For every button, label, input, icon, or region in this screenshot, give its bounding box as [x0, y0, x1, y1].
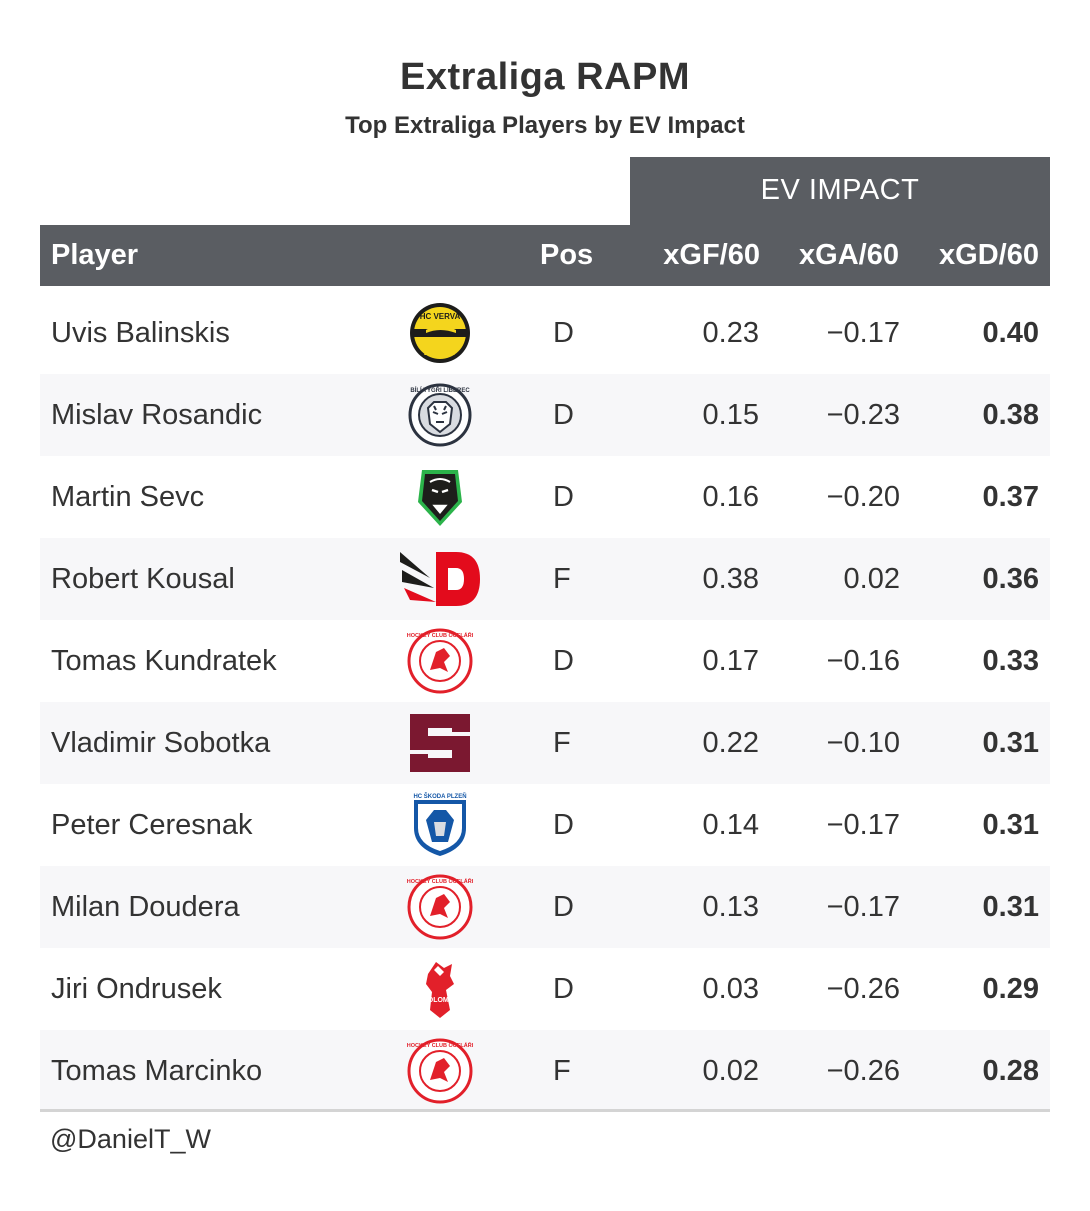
xgf-value: 0.38 — [702, 563, 759, 595]
xga-value: −0.26 — [826, 973, 900, 1005]
player-table: Uvis Balinskis HC VERVA LITVÍNOV D 0.23 … — [40, 292, 1050, 1112]
xgf-value: 0.14 — [702, 809, 759, 841]
player-name: Jiri Ondrusek — [51, 973, 222, 1005]
player-pos: D — [553, 481, 574, 513]
player-pos: D — [553, 809, 574, 841]
table-row: Milan Doudera HOCKEY CLUB OCELÁŘI D 0.13… — [40, 866, 1050, 948]
xga-value: −0.16 — [826, 645, 900, 677]
trinec-logo-icon: HOCKEY CLUB OCELÁŘI — [407, 628, 474, 694]
svg-text:BÍLÍ TYGŘI LIBEREC: BÍLÍ TYGŘI LIBEREC — [410, 386, 470, 394]
xga-value: −0.23 — [826, 399, 900, 431]
table-bottom-rule — [40, 1109, 1050, 1112]
column-header-player: Player — [51, 239, 139, 271]
player-pos: D — [553, 973, 574, 1005]
xgf-value: 0.15 — [702, 399, 759, 431]
xgd-value: 0.31 — [982, 727, 1039, 759]
xga-value: −0.20 — [826, 481, 900, 513]
ev-impact-spanner: EV IMPACT — [630, 157, 1050, 225]
column-header-row: Player Pos xGF/60 xGA/60 xGD/60 — [40, 225, 1050, 286]
column-header-xgf: xGF/60 — [663, 239, 760, 271]
player-pos: D — [553, 399, 574, 431]
svg-text:HC OLOMOUC: HC OLOMOUC — [416, 997, 465, 1004]
player-pos: D — [553, 891, 574, 923]
player-name: Tomas Marcinko — [51, 1055, 263, 1087]
liberec-logo-icon: BÍLÍ TYGŘI LIBEREC — [408, 383, 472, 447]
xga-value: −0.26 — [826, 1055, 900, 1087]
xgd-value: 0.31 — [982, 809, 1039, 841]
svg-text:HC VERVA: HC VERVA — [420, 312, 461, 321]
sparta-logo-icon — [410, 714, 470, 772]
xgf-value: 0.02 — [702, 1055, 759, 1087]
table-row: Vladimir Sobotka F 0.22 −0.10 0.31 — [40, 702, 1050, 784]
trinec-logo-icon: HOCKEY CLUB OCELÁŘI — [407, 1038, 474, 1104]
xgf-value: 0.23 — [702, 317, 759, 349]
olomouc-logo-icon: HC OLOMOUC — [416, 962, 465, 1018]
xgf-value: 0.13 — [702, 891, 759, 923]
player-pos: F — [553, 563, 571, 595]
plzen-logo-icon: HC ŠKODA PLZEŇ — [413, 792, 467, 856]
player-name: Tomas Kundratek — [51, 645, 277, 677]
xgd-value: 0.36 — [982, 563, 1039, 595]
player-name: Martin Sevc — [51, 481, 205, 513]
table-row: Tomas Marcinko HOCKEY CLUB OCELÁŘI F 0.0… — [40, 1030, 1050, 1112]
xgf-value: 0.03 — [702, 973, 759, 1005]
xga-value: −0.17 — [826, 317, 900, 349]
xga-value: −0.17 — [826, 891, 900, 923]
column-header-xgd: xGD/60 — [939, 239, 1039, 271]
player-pos: D — [553, 317, 574, 349]
xgf-value: 0.17 — [702, 645, 759, 677]
trinec-logo-icon: HOCKEY CLUB OCELÁŘI — [407, 874, 474, 940]
author-credit: @DanielT_W — [50, 1124, 211, 1154]
player-name: Uvis Balinskis — [51, 317, 230, 349]
player-name: Vladimir Sobotka — [51, 727, 271, 759]
litvinov-logo-icon: HC VERVA LITVÍNOV — [410, 303, 470, 363]
xga-value: 0.02 — [843, 563, 900, 595]
table-subtitle: Top Extraliga Players by EV Impact — [345, 112, 745, 139]
xgf-value: 0.16 — [702, 481, 759, 513]
table-row: Robert Kousal F 0.38 0.02 0.36 — [40, 538, 1050, 620]
column-header-xga: xGA/60 — [799, 239, 899, 271]
svg-text:HOCKEY CLUB OCELÁŘI: HOCKEY CLUB OCELÁŘI — [407, 631, 474, 639]
mlada-boleslav-logo-icon — [418, 470, 462, 526]
svg-text:HC ŠKODA PLZEŇ: HC ŠKODA PLZEŇ — [413, 792, 466, 800]
table-row: Martin Sevc D 0.16 −0.20 0.37 — [40, 456, 1050, 538]
svg-text:HOCKEY CLUB OCELÁŘI: HOCKEY CLUB OCELÁŘI — [407, 877, 474, 885]
player-pos: F — [553, 1055, 571, 1087]
column-header-pos: Pos — [540, 239, 594, 271]
player-name: Robert Kousal — [51, 563, 235, 595]
table-row: Peter Ceresnak HC ŠKODA PLZEŇ D 0.14 −0.… — [40, 784, 1050, 866]
xgd-value: 0.33 — [982, 645, 1039, 677]
xga-value: −0.10 — [826, 727, 900, 759]
table-row: Jiri Ondrusek HC OLOMOUC D 0.03 −0.26 0.… — [40, 948, 1050, 1030]
xgf-value: 0.22 — [702, 727, 759, 759]
player-name: Milan Doudera — [51, 891, 240, 923]
xga-value: −0.17 — [826, 809, 900, 841]
table-title: Extraliga RAPM — [400, 56, 690, 98]
player-name: Mislav Rosandic — [51, 399, 263, 431]
svg-text:HOCKEY CLUB OCELÁŘI: HOCKEY CLUB OCELÁŘI — [407, 1041, 474, 1049]
xgd-value: 0.29 — [982, 973, 1039, 1005]
player-pos: D — [553, 645, 574, 677]
player-name: Peter Ceresnak — [51, 809, 253, 841]
xgd-value: 0.40 — [982, 317, 1039, 349]
svg-text:LITVÍNOV: LITVÍNOV — [424, 348, 457, 357]
xgd-value: 0.37 — [982, 481, 1039, 513]
table-row: Tomas Kundratek HOCKEY CLUB OCELÁŘI D 0.… — [40, 620, 1050, 702]
table-row: Uvis Balinskis HC VERVA LITVÍNOV D 0.23 … — [40, 292, 1050, 374]
player-pos: F — [553, 727, 571, 759]
table-row: Mislav Rosandic BÍLÍ TYGŘI LIBEREC D 0.1… — [40, 374, 1050, 456]
xgd-value: 0.31 — [982, 891, 1039, 923]
xgd-value: 0.38 — [982, 399, 1039, 431]
xgd-value: 0.28 — [982, 1055, 1039, 1087]
pardubice-logo-icon — [400, 552, 480, 606]
